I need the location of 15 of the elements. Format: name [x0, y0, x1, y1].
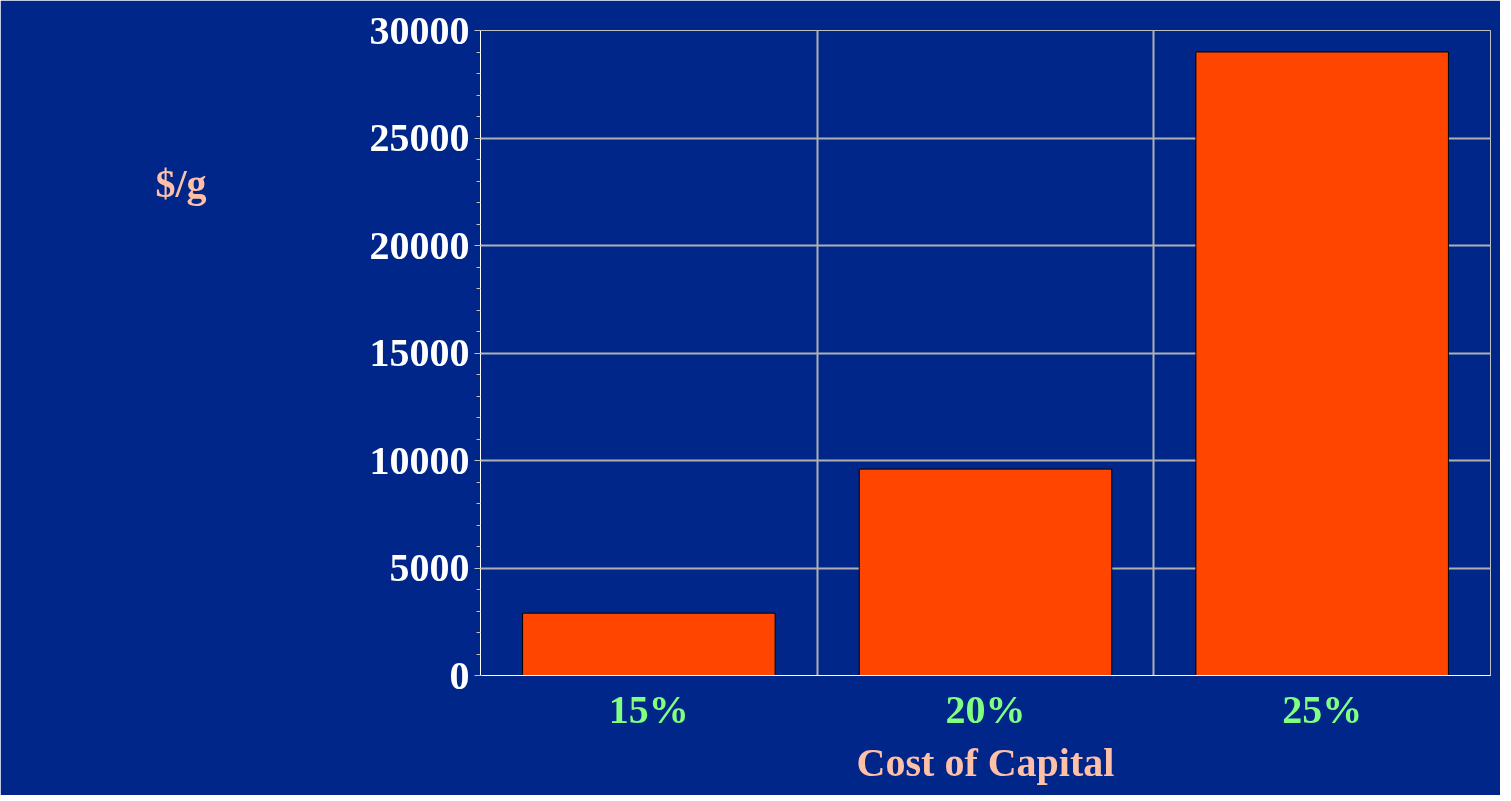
y-tick-label: 25000	[369, 115, 470, 160]
bar	[858, 468, 1113, 676]
y-tick-label: 5000	[389, 545, 470, 590]
x-tick-label: 25%	[1282, 686, 1363, 732]
y-tick-label: 10000	[369, 437, 470, 483]
x-tick-label: 15%	[608, 686, 689, 732]
y-tick-label: 30000	[369, 7, 470, 53]
y-tick-label: 20000	[369, 222, 470, 268]
x-axis-title: Cost of Capital	[856, 739, 1115, 785]
bar	[1195, 51, 1449, 676]
x-tick-label: 20%	[945, 686, 1026, 732]
y-tick-label: 15000	[369, 330, 470, 375]
y-axis-title: $/g	[155, 160, 207, 206]
bar	[522, 612, 776, 676]
y-tick-label: 0	[449, 652, 470, 698]
